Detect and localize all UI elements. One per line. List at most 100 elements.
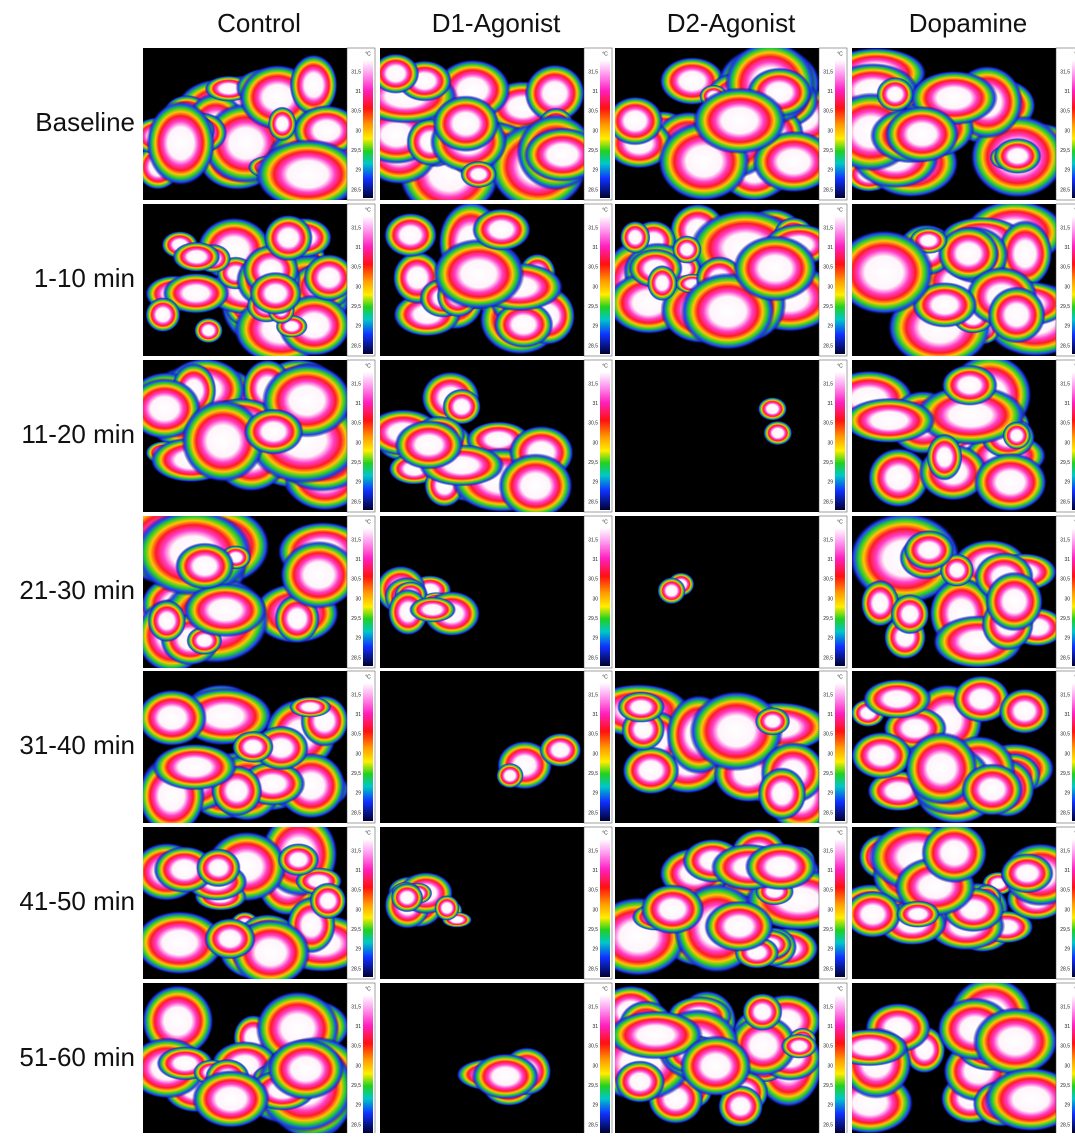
colorbar-label: 30 — [592, 284, 598, 290]
colorbar-label: 31,5 — [351, 537, 361, 543]
colorbar-label: 30,5 — [351, 1044, 361, 1050]
heat-blob — [152, 744, 237, 791]
colorbar-label: 31,5 — [351, 1004, 361, 1010]
heat-blob — [973, 1007, 1058, 1075]
colorbar-label: 30 — [355, 1063, 361, 1069]
colorbar-label: 29 — [355, 636, 361, 642]
colorbar-label: 31 — [827, 712, 833, 718]
colorbar-label: 29 — [1064, 636, 1070, 642]
colorbar-label: 28,5 — [823, 499, 833, 505]
colorbar-label: 28,5 — [351, 810, 361, 816]
colorbar-label: 29,5 — [1060, 460, 1070, 466]
colorbar-label: 29 — [827, 324, 833, 330]
thermal-panel: °C31,53130,53029,52928,5 — [824, 354, 1075, 512]
heat-blob — [146, 101, 215, 186]
colorbar-label: 31 — [1064, 557, 1070, 563]
thermal-panel: °C31,53130,53029,52928,5 — [380, 827, 612, 979]
colorbar-label: 28,5 — [588, 343, 598, 349]
heat-blob — [267, 1038, 344, 1100]
heat-blob — [834, 230, 934, 315]
colorbar-label: 31,5 — [588, 537, 598, 543]
heat-blob — [432, 95, 499, 152]
colorbar-unit: °C — [837, 674, 843, 680]
colorbar-label: 31,5 — [823, 225, 833, 231]
column-header: Control — [217, 8, 301, 38]
colorbar-label: 30 — [1064, 907, 1070, 913]
colorbar-label: 31,5 — [823, 692, 833, 698]
figure: ControlD1-AgonistD2-AgonistDopamineBasel… — [0, 0, 1075, 1133]
colorbar-label: 29,5 — [588, 771, 598, 777]
colorbar-label: 30 — [827, 128, 833, 134]
colorbar-label: 28,5 — [588, 655, 598, 661]
heat-blob — [704, 901, 774, 952]
colorbar-label: 29,5 — [588, 148, 598, 154]
colorbar-label: 29 — [355, 480, 361, 486]
heat-blob — [137, 689, 207, 746]
colorbar-label: 30,5 — [1060, 1044, 1070, 1050]
colorbar-unit: °C — [602, 674, 608, 680]
heat-blob — [196, 848, 241, 887]
heat-blob — [693, 87, 787, 154]
colorbar-label: 28,5 — [351, 655, 361, 661]
heat-blob — [647, 265, 677, 301]
row-label: 31-40 min — [19, 730, 135, 760]
colorbar-gradient — [835, 528, 845, 666]
colorbar-label: 28,5 — [1060, 966, 1070, 972]
colorbar-label: 31,5 — [1060, 381, 1070, 387]
heat-blob — [904, 530, 955, 570]
colorbar-label: 28,5 — [588, 966, 598, 972]
colorbar-label: 29 — [1064, 947, 1070, 953]
colorbar-label: 29,5 — [1060, 148, 1070, 154]
colorbar-label: 30,5 — [1060, 577, 1070, 583]
colorbar-label: 30 — [827, 596, 833, 602]
colorbar-label: 29,5 — [351, 148, 361, 154]
colorbar-label: 30,5 — [351, 577, 361, 583]
colorbar-label: 30 — [592, 440, 598, 446]
colorbar-label: 30 — [592, 128, 598, 134]
heat-blob — [395, 420, 464, 470]
colorbar-label: 29 — [355, 168, 361, 174]
colorbar-label: 30,5 — [1060, 732, 1070, 738]
colorbar-label: 30,5 — [351, 265, 361, 271]
colorbar-label: 31,5 — [823, 537, 833, 543]
heat-blob — [145, 297, 180, 332]
colorbar-unit: °C — [602, 51, 608, 57]
thermal-panel: °C31,53130,53029,52928,5 — [834, 200, 1075, 368]
colorbar-label: 28,5 — [823, 966, 833, 972]
colorbar-label: 29 — [592, 168, 598, 174]
colorbar-label: 31 — [827, 245, 833, 251]
thermal-panel: °C31,53130,53029,52928,5 — [116, 497, 375, 673]
colorbar-gradient — [363, 683, 373, 821]
colorbar-label: 29,5 — [823, 616, 833, 622]
colorbar-unit: °C — [602, 207, 608, 213]
colorbar-unit: °C — [365, 207, 371, 213]
colorbar-label: 29,5 — [351, 616, 361, 622]
colorbar-unit: °C — [365, 830, 371, 836]
heat-blob — [733, 235, 817, 302]
colorbar-unit: °C — [365, 986, 371, 992]
thermal-image — [615, 516, 819, 668]
colorbar-label: 29,5 — [351, 927, 361, 933]
colorbar-label: 28,5 — [588, 1122, 598, 1128]
thermal-panel: °C31,53130,53029,52928,5 — [123, 358, 375, 512]
heat-blob — [641, 884, 705, 934]
colorbar-label: 31 — [1064, 1024, 1070, 1030]
colorbar-label: 31,5 — [823, 381, 833, 387]
heat-blob — [607, 96, 663, 145]
colorbar-label: 30,5 — [351, 888, 361, 894]
colorbar-label: 30 — [827, 751, 833, 757]
colorbar-gradient — [363, 528, 373, 666]
colorbar-unit: °C — [602, 519, 608, 525]
thermal-panel: °C31,53130,53029,52928,5 — [826, 977, 1075, 1133]
heat-blob — [472, 208, 531, 251]
heat-blob — [173, 242, 221, 272]
colorbar-label: 31 — [355, 401, 361, 407]
colorbar-unit: °C — [365, 674, 371, 680]
heat-blob — [758, 767, 807, 820]
colorbar-label: 30,5 — [588, 1044, 598, 1050]
colorbar-label: 29,5 — [823, 927, 833, 933]
colorbar-label: 31,5 — [1060, 848, 1070, 854]
colorbar-label: 31,5 — [1060, 692, 1070, 698]
